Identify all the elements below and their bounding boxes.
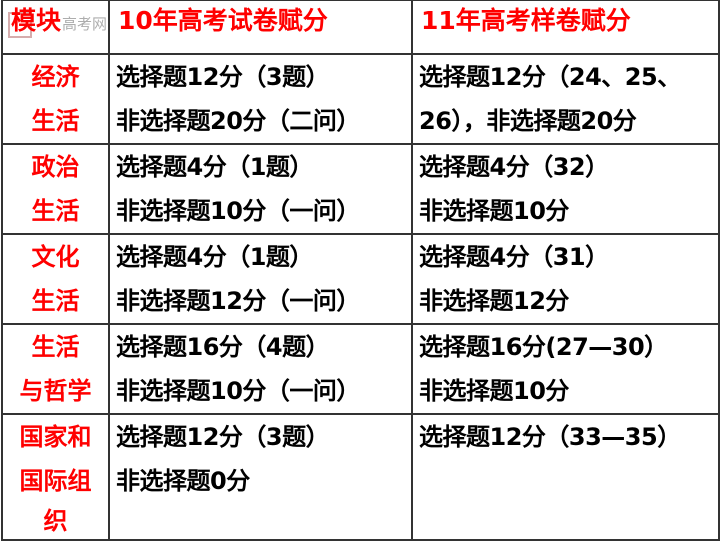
cell-line: 非选择题10分（一问） — [116, 197, 360, 225]
cell-line: 选择题12分（24、25、 — [419, 63, 681, 91]
table-row: 文化 生活 选择题4分（1题） 非选择题12分（一问） 选择题4分（31） 非选择题12分 — [1, 233, 720, 325]
score-2010-cell: 选择题4分（1题） 非选择题10分（一问） — [108, 143, 413, 235]
table-row: 经济 生活 选择题12分（3题） 非选择题20分（二问） 选择题12分（24、25、 26… — [1, 53, 720, 145]
cell-line: 选择题16分(27—30） — [419, 333, 668, 361]
cell-line: 生活 — [31, 107, 80, 135]
cell-line: 国家和 — [19, 423, 92, 451]
score-2010-cell: 选择题12分（3题） 非选择题0分 — [108, 413, 413, 541]
header-row: 模块 10年高考试卷赋分 11年高考样卷赋分 — [1, 0, 720, 55]
cell-line: 选择题4分（32） — [419, 153, 609, 181]
table-row: 生活与哲学 选择题16分（4题） 非选择题10分（一问） 选择题16分(27—30） 非… — [1, 323, 720, 415]
score-2011-cell: 选择题4分（31） 非选择题12分 — [411, 233, 720, 325]
cell-line: 选择题12分（3题） — [116, 423, 330, 451]
module-cell: 经济 生活 — [1, 53, 110, 145]
cell-line: 生活 — [31, 287, 80, 315]
cell-line: 非选择题0分 — [116, 467, 250, 495]
score-2011-cell: 选择题16分(27—30） 非选择题10分 — [411, 323, 720, 415]
module-cell: 国家和 国际组织 — [1, 413, 110, 541]
score-2011-cell: 选择题12分（33—35） — [411, 413, 720, 541]
module-cell: 文化 生活 — [1, 233, 110, 325]
cell-line: 选择题4分（1题） — [116, 153, 313, 181]
score-2011-cell: 选择题4分（32） 非选择题10分 — [411, 143, 720, 235]
score-2011-cell: 选择题12分（24、25、 26），非选择题20分 — [411, 53, 720, 145]
header-2010: 10年高考试卷赋分 — [108, 0, 413, 55]
score-2010-cell: 选择题4分（1题） 非选择题12分（一问） — [108, 233, 413, 325]
cell-line: 选择题12分（3题） — [116, 63, 330, 91]
header-2011: 11年高考样卷赋分 — [411, 0, 720, 55]
cell-line: 政治 — [31, 153, 80, 181]
header-module: 模块 — [1, 0, 110, 55]
module-cell: 生活 与哲学 — [1, 323, 110, 415]
cell-line: 26），非选择题20分 — [419, 107, 637, 135]
cell-line: 选择题12分（33—35） — [419, 423, 681, 451]
cell-line: 选择题4分（31） — [419, 243, 609, 271]
cell-line: 生活 — [31, 197, 80, 225]
cell-line: 织 — [43, 507, 68, 535]
cell-line: 与哲学 — [19, 377, 92, 405]
table-row: 政治 生活 选择题4分（1题） 非选择题10分（一问） 选择题4分（32） 非选择题10分 — [1, 143, 720, 235]
score-2010-cell: 选择题12分（3题） 非选择题20分（二问） — [108, 53, 413, 145]
cell-line: 非选择题10分 — [419, 377, 569, 405]
cell-line: 非选择题12分 — [419, 287, 569, 315]
cell-line: 选择题16分（4题） — [116, 333, 330, 361]
cell-line: 国际组 — [19, 467, 92, 495]
cell-line: 生活 — [31, 333, 80, 361]
cell-line: 非选择题12分（一问） — [116, 287, 360, 315]
cell-line: 非选择题20分（二问） — [116, 107, 360, 135]
cell-line: 选择题4分（1题） — [116, 243, 313, 271]
cell-line: 非选择题10分 — [419, 197, 569, 225]
cell-line: 非选择题10分（一问） — [116, 377, 360, 405]
module-cell: 政治 生活 — [1, 143, 110, 235]
cell-line: 文化 — [31, 243, 80, 271]
table-row: 国家和 国际组织选择题12分（3题） 非选择题0分 选择题12分（33—35） — [1, 413, 720, 541]
cell-line: 经济 — [31, 63, 80, 91]
score-2010-cell: 选择题16分（4题） 非选择题10分（一问） — [108, 323, 413, 415]
